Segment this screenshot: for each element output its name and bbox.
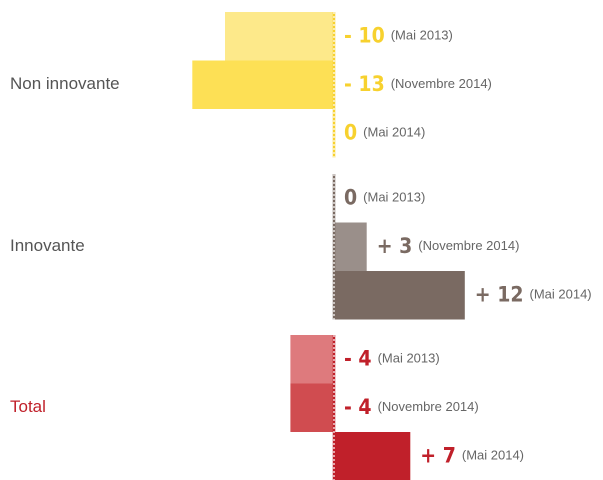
bar [225, 12, 334, 61]
bar [290, 383, 334, 432]
period-label: (Novembre 2014) [418, 238, 519, 253]
value-label: 0 [344, 120, 357, 144]
value-label-group: 0 (Mai 2014) [344, 120, 425, 144]
period-label: (Mai 2014) [530, 287, 592, 302]
value-label-group: - 13 (Novembre 2014) [344, 72, 492, 96]
value-label: + 3 [377, 234, 413, 258]
bar [334, 222, 367, 271]
period-label: (Mai 2014) [363, 125, 425, 140]
category-label: Non innovante [10, 74, 120, 93]
value-label: 0 [344, 185, 357, 209]
value-label: - 10 [344, 23, 385, 47]
value-label-group: - 4 (Mai 2013) [344, 346, 440, 370]
period-label: (Mai 2013) [378, 351, 440, 366]
value-label: - 4 [344, 346, 372, 370]
period-label: (Mai 2013) [363, 190, 425, 205]
value-label-group: - 4 (Novembre 2014) [344, 395, 479, 419]
value-label: - 4 [344, 395, 372, 419]
value-label-group: + 3 (Novembre 2014) [377, 234, 520, 258]
bar [334, 432, 411, 480]
category-label: Total [10, 397, 46, 416]
category-label: Innovante [10, 236, 85, 255]
value-label: + 7 [420, 443, 456, 467]
value-label-group: + 12 (Mai 2014) [475, 282, 592, 306]
value-label: + 12 [475, 282, 524, 306]
period-label: (Mai 2013) [391, 28, 453, 43]
bar [334, 271, 465, 320]
period-label: (Novembre 2014) [391, 76, 492, 91]
bar [290, 335, 334, 384]
value-label-group: - 10 (Mai 2013) [344, 23, 453, 47]
bar [192, 60, 334, 109]
value-label-group: 0 (Mai 2013) [344, 185, 425, 209]
period-label: (Novembre 2014) [378, 399, 479, 414]
value-label: - 13 [344, 72, 385, 96]
period-label: (Mai 2014) [462, 448, 524, 463]
value-label-group: + 7 (Mai 2014) [420, 443, 524, 467]
